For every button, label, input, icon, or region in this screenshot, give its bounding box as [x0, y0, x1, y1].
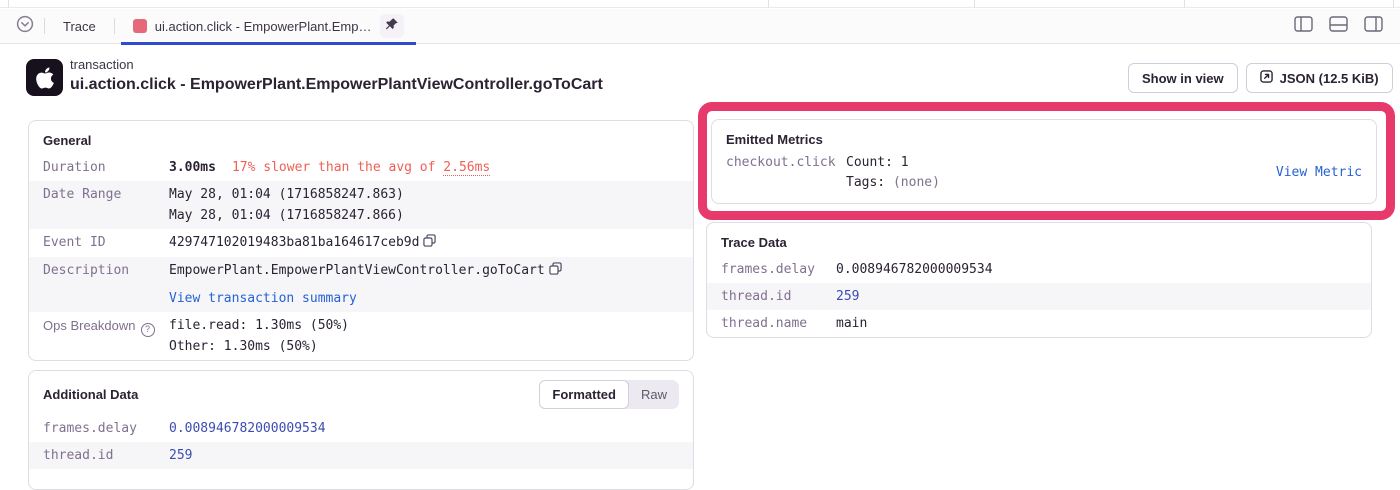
top-table-strip: [0, 0, 1400, 8]
collapse-drawer-button[interactable]: [12, 13, 38, 39]
table-row: thread.id 259: [29, 442, 693, 469]
show-in-view-label: Show in view: [1142, 70, 1224, 86]
ops-breakdown-key: Ops Breakdown?: [43, 315, 169, 357]
copy-icon[interactable]: [549, 261, 562, 282]
view-transaction-summary-link[interactable]: View transaction summary: [169, 291, 357, 306]
tab-trace[interactable]: Trace: [51, 9, 108, 44]
table-divider: [768, 0, 769, 8]
date-range-key: Date Range: [43, 187, 122, 202]
copy-icon[interactable]: [423, 233, 437, 254]
trace-data-title: Trace Data: [721, 235, 787, 250]
metric-tags-value: (none): [892, 175, 940, 190]
table-divider: [1184, 0, 1185, 8]
date-range-row: Date Range May 28, 01:04 (1716858247.863…: [29, 181, 693, 229]
table-row: frames.delay 0.008946782000009534: [721, 262, 993, 277]
additional-data-section: Additional Data Formatted Raw frames.del…: [28, 370, 694, 490]
avg-duration-tooltip-trigger[interactable]: 2.56ms: [443, 160, 491, 176]
table-divider: [8, 0, 9, 8]
trace-tab-label: Trace: [63, 18, 96, 34]
table-row: frames.delay 0.008946782000009534: [43, 421, 326, 436]
tab-transaction-active[interactable]: ui.action.click - EmpowerPlant.Emp…: [120, 9, 416, 45]
metric-name: checkout.click: [726, 155, 836, 170]
duration-key: Duration: [43, 160, 106, 175]
date-range-value: May 28, 01:04 (1716858247.863) May 28, 0…: [169, 187, 404, 223]
description-key: Description: [43, 263, 130, 278]
dock-bottom-icon: [1328, 15, 1348, 37]
view-metric-link[interactable]: View Metric: [1275, 165, 1362, 180]
json-button-label: JSON (12.5 KiB): [1279, 70, 1379, 86]
apple-platform-icon: [26, 59, 63, 96]
header-actions: Show in view JSON (12.5 KiB): [1128, 63, 1393, 93]
show-in-view-button[interactable]: Show in view: [1128, 63, 1238, 93]
description-value: EmpowerPlant.EmpowerPlantViewController.…: [169, 260, 679, 309]
active-tab-label: ui.action.click - EmpowerPlant.Emp…: [154, 18, 372, 34]
pin-tab-button[interactable]: [379, 14, 404, 38]
event-id-value: 429747102019483ba81ba164617ceb9d: [169, 232, 679, 254]
duration-comparison: 17% slower than the avg of 2.56ms: [231, 160, 491, 176]
event-type-label: transaction: [70, 57, 134, 72]
trace-data-section: Trace Data frames.delay 0.00894678200000…: [706, 222, 1372, 338]
drawer-tab-bar: Trace ui.action.click - EmpowerPlant.Emp…: [0, 9, 1400, 45]
tab-divider: [113, 18, 115, 34]
dock-right-button[interactable]: [1360, 13, 1386, 39]
help-icon[interactable]: ?: [140, 322, 155, 337]
raw-toggle-button[interactable]: Raw: [629, 380, 679, 409]
emitted-metrics-title: Emitted Metrics: [726, 132, 823, 147]
format-toggle: Formatted Raw: [539, 380, 679, 409]
layout-toggle-group: [1290, 13, 1386, 39]
annotation-highlight-box: Emitted Metrics checkout.click Count: 1 …: [698, 102, 1395, 220]
metric-count-value: 1: [900, 155, 909, 170]
dock-left-button[interactable]: [1290, 13, 1316, 39]
ops-breakdown-value: file.read: 1.30ms (50%) Other: 1.30ms (5…: [169, 318, 350, 354]
dock-bottom-button[interactable]: [1325, 13, 1351, 39]
table-row: thread.name main: [721, 316, 868, 331]
event-id-key: Event ID: [43, 235, 106, 250]
table-divider: [974, 0, 975, 8]
json-download-button[interactable]: JSON (12.5 KiB): [1245, 63, 1393, 93]
duration-row: Duration 3.00ms 17% slower than the avg o…: [29, 154, 693, 181]
transaction-marker-icon: [132, 19, 147, 33]
emitted-metrics-section: Emitted Metrics checkout.click Count: 1 …: [711, 119, 1377, 204]
event-id-row: Event ID 429747102019483ba81ba164617ceb9…: [29, 229, 693, 257]
dock-left-icon: [1293, 15, 1313, 37]
ops-breakdown-row: Ops Breakdown? file.read: 1.30ms (50%) O…: [29, 312, 693, 360]
external-link-icon: [1259, 70, 1273, 86]
pushpin-icon: [384, 17, 399, 35]
chevron-down-circle-icon: [16, 15, 34, 38]
description-row: Description EmpowerPlant.EmpowerPlantVie…: [29, 257, 693, 312]
general-section: General Duration 3.00ms 17% slower than t…: [28, 120, 694, 361]
emitted-metric-row: checkout.click Count: 1 Tags: (none) Vie…: [712, 151, 1376, 203]
formatted-toggle-button[interactable]: Formatted: [539, 380, 629, 409]
page-title: ui.action.click - EmpowerPlant.EmpowerPl…: [70, 76, 603, 93]
duration-value: 3.00ms 17% slower than the avg of 2.56ms: [169, 160, 491, 176]
dock-right-icon: [1363, 15, 1383, 37]
table-row: thread.id 259: [707, 283, 1371, 310]
general-section-title: General: [43, 133, 92, 148]
table-divider: [1393, 0, 1394, 8]
additional-data-title: Additional Data: [43, 387, 139, 402]
tab-divider: [44, 18, 45, 34]
additional-data-header: Additional Data Formatted Raw: [29, 371, 693, 415]
metric-details: Count: 1 Tags: (none): [846, 155, 940, 190]
